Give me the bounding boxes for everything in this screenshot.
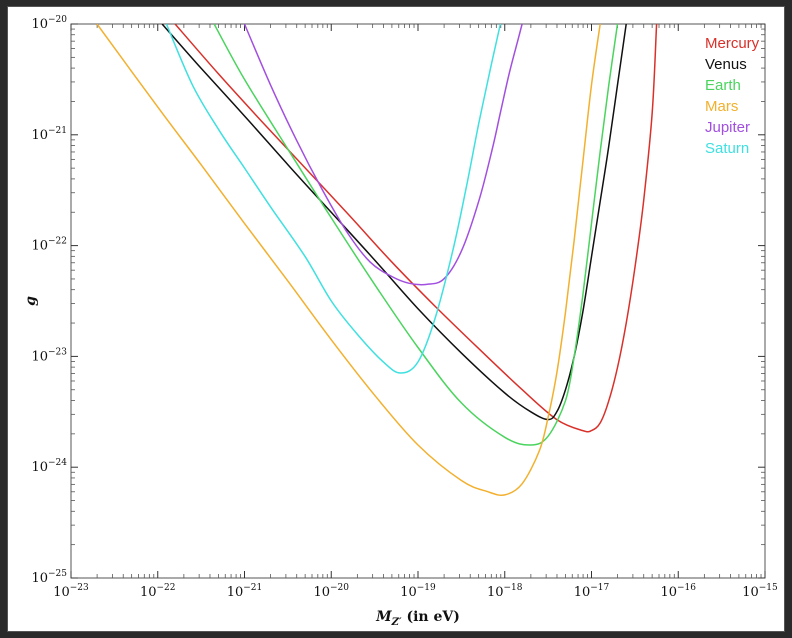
x-tick-exponent: −19 (417, 583, 436, 593)
y-tick-exponent: −24 (48, 458, 67, 468)
y-tick-label: 10−21 (31, 126, 67, 143)
x-axis-label-subscript: Z′ (391, 617, 402, 628)
series-line-mercury (174, 24, 658, 433)
y-tick-exponent: −21 (48, 126, 67, 136)
x-tick-label: 10−20 (313, 583, 349, 600)
series-lines (96, 24, 658, 497)
x-tick-exponent: −21 (243, 583, 262, 593)
x-tick-exponent: −20 (330, 583, 349, 593)
y-tick-label: 10−24 (31, 458, 67, 475)
x-tick-base: 10 (574, 585, 591, 600)
legend-entry-mercury: Mercury (705, 35, 760, 52)
x-tick-base: 10 (313, 585, 330, 600)
plot-area (70, 23, 766, 579)
y-tick-base: 10 (31, 128, 48, 143)
series-line-jupiter (243, 24, 523, 286)
y-tick-exponent: −23 (48, 347, 67, 357)
series-line-earth (213, 24, 619, 446)
series-line-mars (96, 24, 601, 497)
x-tick-label: 10−21 (227, 583, 263, 600)
y-tick-base: 10 (31, 239, 48, 254)
y-tick-base: 10 (31, 571, 48, 586)
series-line-venus (161, 24, 627, 421)
y-tick-base: 10 (31, 17, 48, 32)
axis-ticks (70, 23, 766, 579)
x-tick-base: 10 (487, 585, 504, 600)
legend-entry-earth: Earth (705, 77, 741, 94)
y-axis-label: g (23, 296, 39, 306)
legend-entry-mars: Mars (705, 98, 738, 115)
y-tick-base: 10 (31, 460, 48, 475)
x-tick-base: 10 (400, 585, 417, 600)
y-tick-base: 10 (31, 349, 48, 364)
x-tick-exponent: −16 (677, 583, 696, 593)
x-tick-base: 10 (660, 585, 677, 600)
x-tick-exponent: −18 (504, 583, 523, 593)
y-tick-label: 10−20 (31, 15, 67, 32)
x-axis-label-main: M (375, 609, 392, 625)
x-tick-exponent: −22 (157, 583, 176, 593)
x-tick-label: 10−16 (660, 583, 696, 600)
chart-frame: 10−23 10−22 10−21 10−20 10−19 10−18 10−17 10−16… (7, 6, 785, 632)
x-axis-label: MZ′ (in eV) (375, 609, 460, 628)
legend-entry-saturn: Saturn (705, 140, 749, 157)
y-tick-label: 10−25 (31, 569, 67, 586)
x-tick-base: 10 (53, 585, 70, 600)
chart-svg: 10−23 10−22 10−21 10−20 10−19 10−18 10−17 10−16… (23, 15, 778, 628)
x-tick-label: 10−17 (574, 583, 610, 600)
y-tick-exponent: −22 (48, 237, 67, 247)
legend-entry-venus: Venus (705, 56, 747, 73)
legend-entry-jupiter: Jupiter (705, 119, 750, 136)
x-tick-exponent: −17 (590, 583, 609, 593)
x-tick-exponent: −15 (759, 583, 778, 593)
y-tick-label: 10−22 (31, 237, 67, 254)
x-tick-label: 10−19 (400, 583, 436, 600)
x-tick-base: 10 (227, 585, 244, 600)
x-tick-labels: 10−23 10−22 10−21 10−20 10−19 10−18 10−17 10−16… (53, 583, 778, 600)
x-tick-base: 10 (140, 585, 157, 600)
series-line-saturn (165, 24, 502, 374)
y-tick-label: 10−23 (31, 347, 67, 364)
x-tick-label: 10−15 (742, 583, 778, 600)
legend: Mercury Venus Earth Mars Jupiter Saturn (705, 35, 760, 157)
x-tick-base: 10 (742, 585, 759, 600)
x-tick-label: 10−18 (487, 583, 523, 600)
y-tick-exponent: −20 (48, 15, 67, 25)
x-tick-label: 10−22 (140, 583, 176, 600)
x-tick-exponent: −23 (70, 583, 89, 593)
x-axis-label-suffix: (in eV) (402, 609, 460, 625)
x-tick-label: 10−23 (53, 583, 89, 600)
y-tick-exponent: −25 (48, 569, 67, 579)
